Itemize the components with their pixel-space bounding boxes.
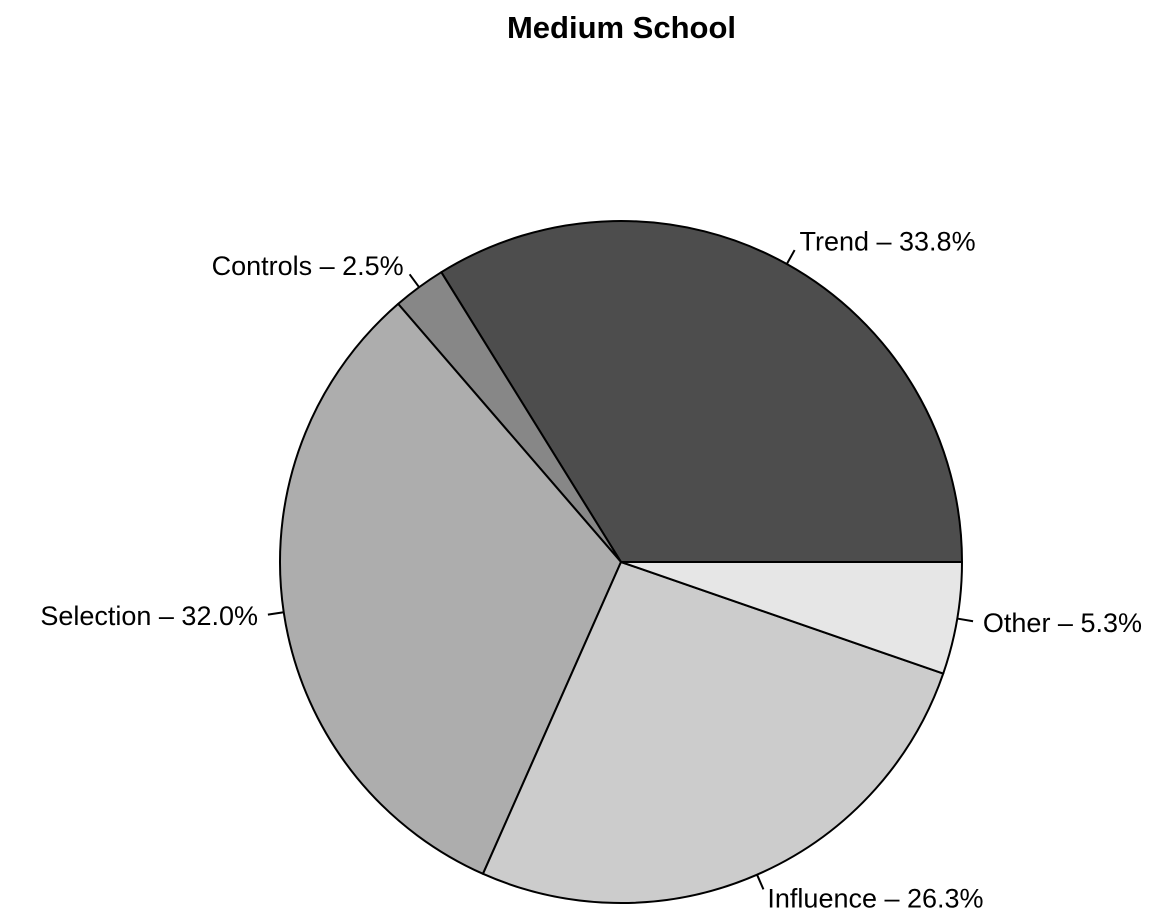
label-influence: Influence – 26.3% bbox=[767, 884, 983, 914]
chart-title: Medium School bbox=[506, 10, 737, 45]
slice-influence bbox=[481, 561, 945, 904]
tick-selection bbox=[267, 611, 284, 616]
label-controls: Controls – 2.5% bbox=[212, 251, 404, 281]
label-trend: Trend – 33.8% bbox=[799, 226, 975, 256]
label-ticks bbox=[267, 249, 974, 890]
tick-trend bbox=[785, 249, 796, 265]
slice-labels: Trend – 33.8% Controls – 2.5% Selection – … bbox=[40, 226, 1142, 913]
label-other: Other – 5.3% bbox=[983, 608, 1142, 638]
slice-other bbox=[620, 561, 963, 675]
label-selection: Selection – 32.0% bbox=[40, 601, 258, 631]
pie-slices bbox=[279, 220, 963, 904]
tick-other bbox=[957, 617, 974, 623]
tick-influence bbox=[756, 874, 765, 890]
tick-controls bbox=[408, 273, 420, 288]
slice-selection bbox=[279, 302, 622, 875]
